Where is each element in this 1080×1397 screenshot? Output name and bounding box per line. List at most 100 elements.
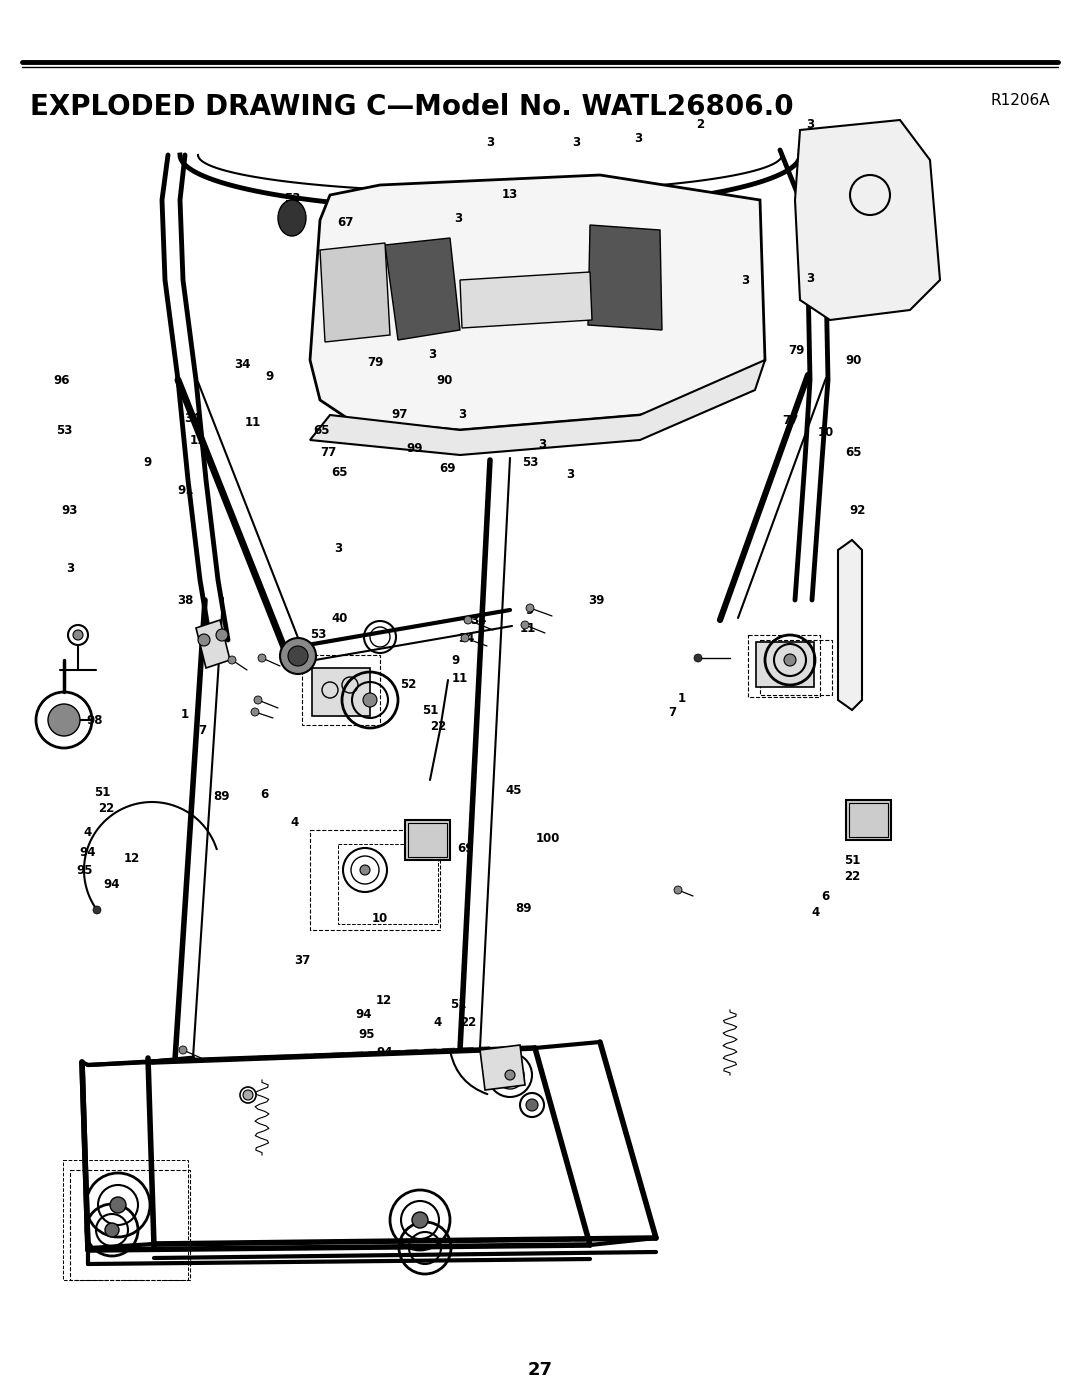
Text: 53: 53 <box>522 455 538 468</box>
Polygon shape <box>588 225 662 330</box>
Circle shape <box>228 657 237 664</box>
Bar <box>310 830 440 930</box>
Circle shape <box>93 907 102 914</box>
Text: 12: 12 <box>376 993 392 1006</box>
Text: 6: 6 <box>821 890 829 902</box>
Text: 90: 90 <box>846 353 862 366</box>
Ellipse shape <box>280 638 316 673</box>
Polygon shape <box>195 620 230 668</box>
Bar <box>338 844 438 923</box>
Text: 7: 7 <box>667 705 676 718</box>
Text: 13: 13 <box>502 189 518 201</box>
Polygon shape <box>838 541 862 710</box>
Text: 4: 4 <box>812 905 820 918</box>
Text: 69: 69 <box>457 841 473 855</box>
Text: 4: 4 <box>291 816 299 828</box>
Text: 79: 79 <box>367 355 383 369</box>
Text: 45: 45 <box>332 683 348 697</box>
Ellipse shape <box>288 645 308 666</box>
Text: 10: 10 <box>818 426 834 439</box>
Text: 22: 22 <box>430 719 446 732</box>
Polygon shape <box>460 272 592 328</box>
Text: 92: 92 <box>850 503 866 517</box>
Text: 69: 69 <box>440 461 456 475</box>
Text: 3: 3 <box>458 408 467 422</box>
Ellipse shape <box>278 200 306 236</box>
Text: 100: 100 <box>536 831 561 845</box>
Polygon shape <box>310 360 765 455</box>
Text: R1206A: R1206A <box>990 94 1050 108</box>
Circle shape <box>461 634 469 643</box>
Text: 10: 10 <box>372 911 388 925</box>
Text: 51: 51 <box>843 854 860 866</box>
Circle shape <box>216 629 228 641</box>
Text: 11: 11 <box>519 622 536 634</box>
Text: 97: 97 <box>392 408 408 422</box>
Bar <box>70 1171 190 1280</box>
Text: 53: 53 <box>56 423 72 436</box>
Text: 65: 65 <box>314 423 330 436</box>
Text: 65: 65 <box>332 465 348 479</box>
Circle shape <box>526 604 534 612</box>
Circle shape <box>48 704 80 736</box>
Text: 3: 3 <box>566 468 575 482</box>
Text: 95: 95 <box>359 1028 375 1042</box>
Text: 1: 1 <box>678 692 686 704</box>
Circle shape <box>105 1222 119 1236</box>
Circle shape <box>254 696 262 704</box>
Text: 95: 95 <box>77 863 93 876</box>
Bar <box>302 655 380 725</box>
Text: 96: 96 <box>54 373 70 387</box>
Text: 34: 34 <box>233 359 251 372</box>
Text: 40: 40 <box>332 612 348 624</box>
Circle shape <box>464 616 472 624</box>
Text: 1: 1 <box>181 707 189 721</box>
Circle shape <box>521 622 529 629</box>
Text: 65: 65 <box>846 446 862 458</box>
Text: 77: 77 <box>782 414 798 426</box>
Text: 91: 91 <box>178 483 194 496</box>
Text: 27: 27 <box>527 1361 553 1379</box>
Text: 11: 11 <box>245 415 261 429</box>
Text: 3: 3 <box>634 131 643 144</box>
Text: 93: 93 <box>62 503 78 517</box>
Text: 39: 39 <box>588 594 604 606</box>
Text: 3: 3 <box>486 137 494 149</box>
Text: 11: 11 <box>451 672 468 685</box>
Text: 38: 38 <box>177 594 193 606</box>
Text: 37: 37 <box>294 954 310 967</box>
Polygon shape <box>795 120 940 320</box>
Text: 22: 22 <box>98 802 114 814</box>
Circle shape <box>360 865 370 875</box>
Bar <box>312 668 370 717</box>
Text: 68: 68 <box>380 249 396 261</box>
Text: 98: 98 <box>86 714 104 726</box>
Text: 3: 3 <box>572 137 580 149</box>
Bar <box>846 800 891 840</box>
Text: 3: 3 <box>454 211 462 225</box>
Text: 9: 9 <box>266 369 274 383</box>
Text: 51: 51 <box>94 785 110 799</box>
Text: 11: 11 <box>190 433 206 447</box>
Text: 99: 99 <box>407 441 423 454</box>
Text: 9: 9 <box>526 604 535 616</box>
Text: 34: 34 <box>470 613 486 626</box>
Circle shape <box>73 630 83 640</box>
Text: 3: 3 <box>806 271 814 285</box>
Bar <box>760 640 832 694</box>
Text: 94: 94 <box>104 879 120 891</box>
Text: 51: 51 <box>422 704 438 717</box>
Bar <box>408 823 447 856</box>
Text: 4: 4 <box>434 1016 442 1028</box>
Polygon shape <box>310 175 765 430</box>
Text: 22: 22 <box>460 1016 476 1028</box>
Text: 3: 3 <box>538 439 546 451</box>
Text: 6: 6 <box>260 788 268 800</box>
Text: 94: 94 <box>80 845 96 859</box>
Text: 12: 12 <box>124 852 140 865</box>
Circle shape <box>110 1197 126 1213</box>
Circle shape <box>363 693 377 707</box>
Bar <box>748 636 820 697</box>
Text: 9: 9 <box>144 455 152 468</box>
Text: 67: 67 <box>337 215 353 229</box>
